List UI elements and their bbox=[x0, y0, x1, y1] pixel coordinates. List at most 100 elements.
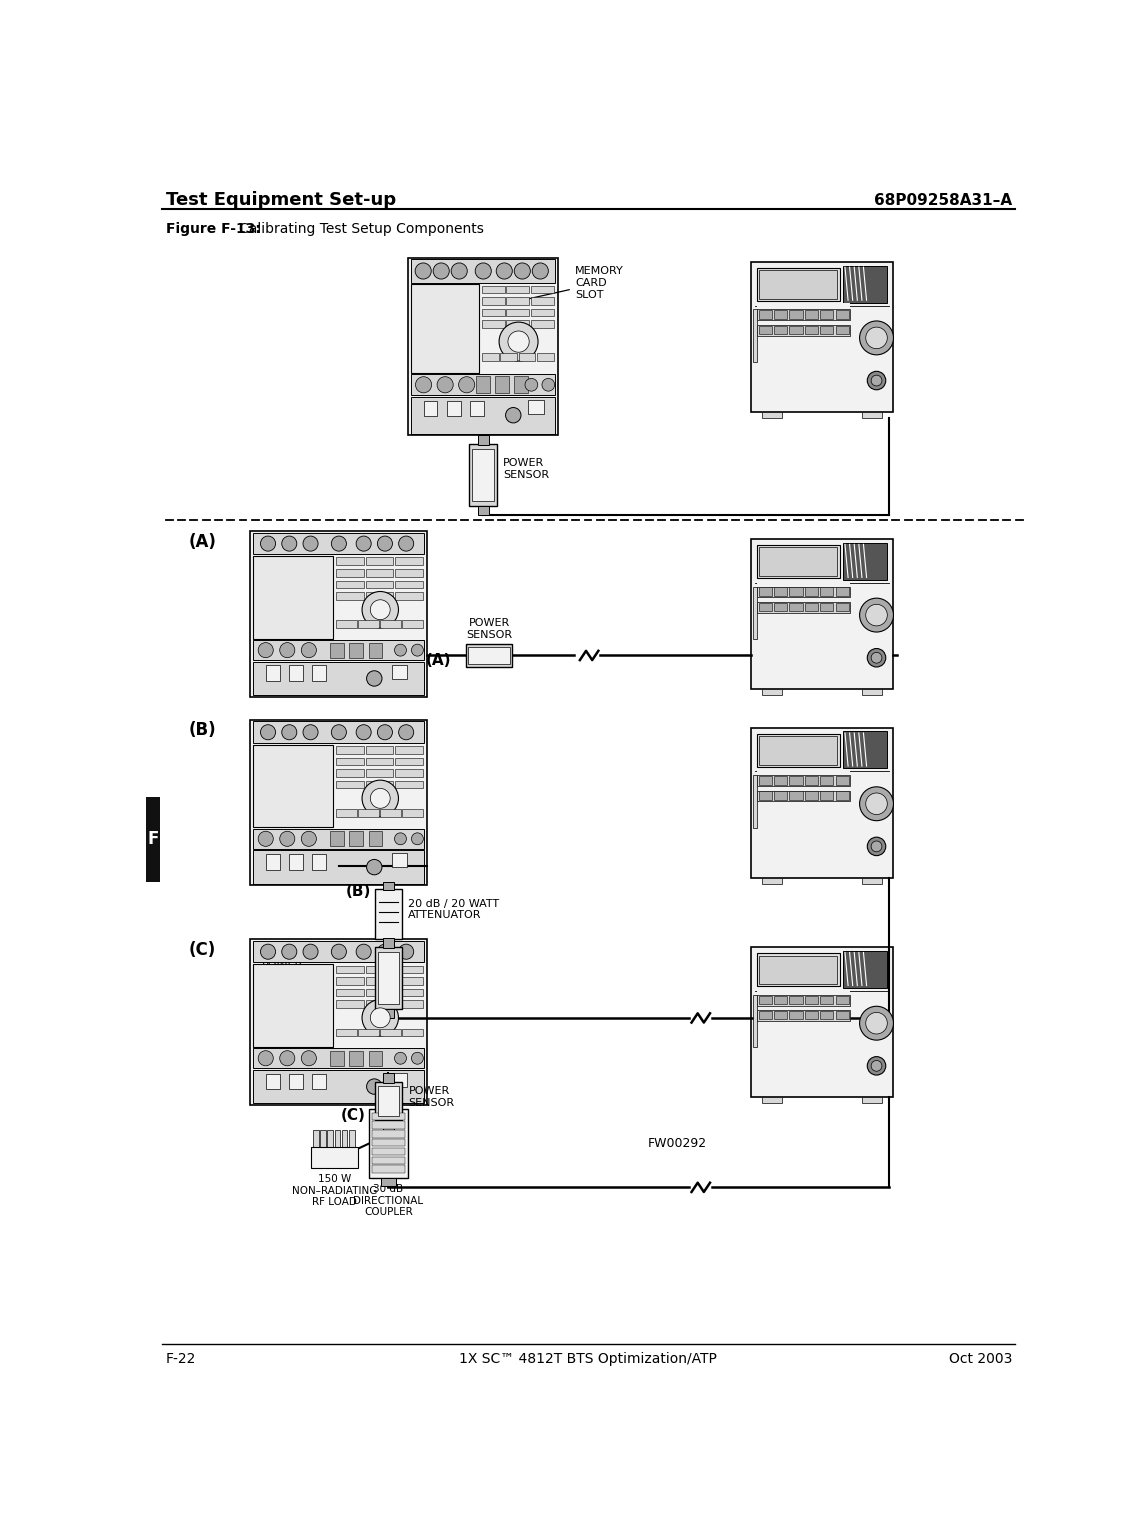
Circle shape bbox=[362, 999, 398, 1036]
Circle shape bbox=[866, 1012, 887, 1033]
Bar bbox=[254, 1070, 425, 1103]
Circle shape bbox=[398, 944, 413, 959]
Circle shape bbox=[371, 1007, 390, 1027]
Text: POWER
SENSOR: POWER SENSOR bbox=[262, 961, 308, 983]
Bar bbox=[482, 285, 505, 293]
Bar bbox=[774, 325, 788, 334]
Bar bbox=[470, 444, 497, 505]
Bar bbox=[365, 581, 394, 588]
Circle shape bbox=[475, 263, 491, 279]
Bar bbox=[327, 1129, 333, 1147]
Circle shape bbox=[395, 1052, 406, 1064]
Bar bbox=[372, 1157, 405, 1164]
Bar bbox=[383, 1009, 394, 1018]
Bar bbox=[395, 989, 422, 996]
Text: 1X SC™ 4812T BTS Optimization/ATP: 1X SC™ 4812T BTS Optimization/ATP bbox=[459, 1352, 718, 1366]
Circle shape bbox=[362, 781, 398, 816]
Circle shape bbox=[378, 536, 393, 551]
Bar bbox=[336, 999, 364, 1007]
Bar bbox=[805, 602, 817, 611]
Bar bbox=[759, 736, 837, 764]
Circle shape bbox=[356, 725, 371, 739]
Bar bbox=[312, 855, 326, 870]
Bar bbox=[378, 1087, 400, 1115]
Bar bbox=[862, 688, 882, 695]
Text: Calibrating Test Setup Components: Calibrating Test Setup Components bbox=[239, 222, 483, 236]
Bar bbox=[336, 621, 357, 628]
Circle shape bbox=[871, 841, 882, 852]
Bar bbox=[365, 999, 394, 1007]
Bar bbox=[757, 268, 839, 300]
Bar bbox=[482, 320, 505, 328]
Circle shape bbox=[301, 642, 317, 658]
Circle shape bbox=[867, 371, 886, 390]
Bar bbox=[336, 581, 364, 588]
Text: 68P09258A31–A: 68P09258A31–A bbox=[875, 192, 1013, 208]
Circle shape bbox=[258, 1050, 273, 1066]
Bar bbox=[762, 411, 782, 417]
Bar bbox=[790, 602, 802, 611]
Text: POWER
SENSOR: POWER SENSOR bbox=[503, 457, 550, 480]
Circle shape bbox=[398, 725, 413, 739]
Bar bbox=[372, 1121, 405, 1129]
Circle shape bbox=[303, 944, 318, 959]
Bar bbox=[757, 733, 839, 767]
Bar bbox=[254, 662, 425, 695]
Text: Figure F-13:: Figure F-13: bbox=[165, 222, 261, 236]
Bar bbox=[329, 832, 344, 847]
Bar bbox=[762, 688, 782, 695]
Bar bbox=[312, 665, 326, 681]
Bar bbox=[862, 1096, 882, 1103]
Bar bbox=[530, 285, 553, 293]
Bar bbox=[790, 310, 802, 319]
Bar bbox=[336, 808, 357, 816]
Text: 20 dB / 20 WATT
ATTENUATOR: 20 dB / 20 WATT ATTENUATOR bbox=[408, 898, 499, 921]
Bar bbox=[374, 1081, 402, 1120]
Circle shape bbox=[301, 1050, 317, 1066]
Circle shape bbox=[860, 598, 893, 631]
Bar bbox=[381, 1101, 396, 1109]
Bar bbox=[805, 792, 817, 799]
Bar bbox=[369, 832, 382, 847]
Circle shape bbox=[867, 838, 886, 856]
Bar bbox=[395, 581, 422, 588]
Circle shape bbox=[395, 644, 406, 656]
Circle shape bbox=[301, 832, 317, 847]
Bar bbox=[843, 542, 887, 579]
Bar bbox=[751, 262, 893, 411]
Bar bbox=[336, 781, 364, 788]
Bar bbox=[757, 775, 850, 785]
Circle shape bbox=[507, 331, 529, 353]
Bar bbox=[501, 353, 517, 360]
Bar bbox=[447, 400, 460, 416]
Bar bbox=[836, 587, 848, 596]
Bar bbox=[530, 308, 553, 316]
Text: (B): (B) bbox=[346, 884, 371, 898]
Bar bbox=[372, 1147, 405, 1155]
Circle shape bbox=[280, 1050, 295, 1066]
Bar bbox=[862, 878, 882, 884]
Bar bbox=[411, 374, 556, 396]
Bar bbox=[358, 1029, 379, 1036]
Bar bbox=[358, 621, 379, 628]
Bar bbox=[757, 953, 839, 986]
Circle shape bbox=[871, 1061, 882, 1072]
Bar bbox=[473, 448, 494, 501]
Bar bbox=[365, 781, 394, 788]
Bar bbox=[372, 1130, 405, 1138]
Bar bbox=[790, 792, 802, 799]
Bar bbox=[395, 557, 422, 565]
Text: POWER
SENSOR: POWER SENSOR bbox=[409, 1086, 455, 1109]
Bar bbox=[391, 665, 408, 679]
Bar bbox=[774, 587, 788, 596]
Bar bbox=[395, 781, 422, 788]
Circle shape bbox=[303, 725, 318, 739]
Bar bbox=[378, 952, 400, 1004]
Circle shape bbox=[366, 859, 382, 875]
Bar bbox=[506, 320, 529, 328]
Bar bbox=[383, 881, 394, 890]
Bar bbox=[254, 829, 425, 849]
Circle shape bbox=[258, 642, 273, 658]
Bar bbox=[790, 325, 802, 334]
Bar bbox=[336, 591, 364, 599]
